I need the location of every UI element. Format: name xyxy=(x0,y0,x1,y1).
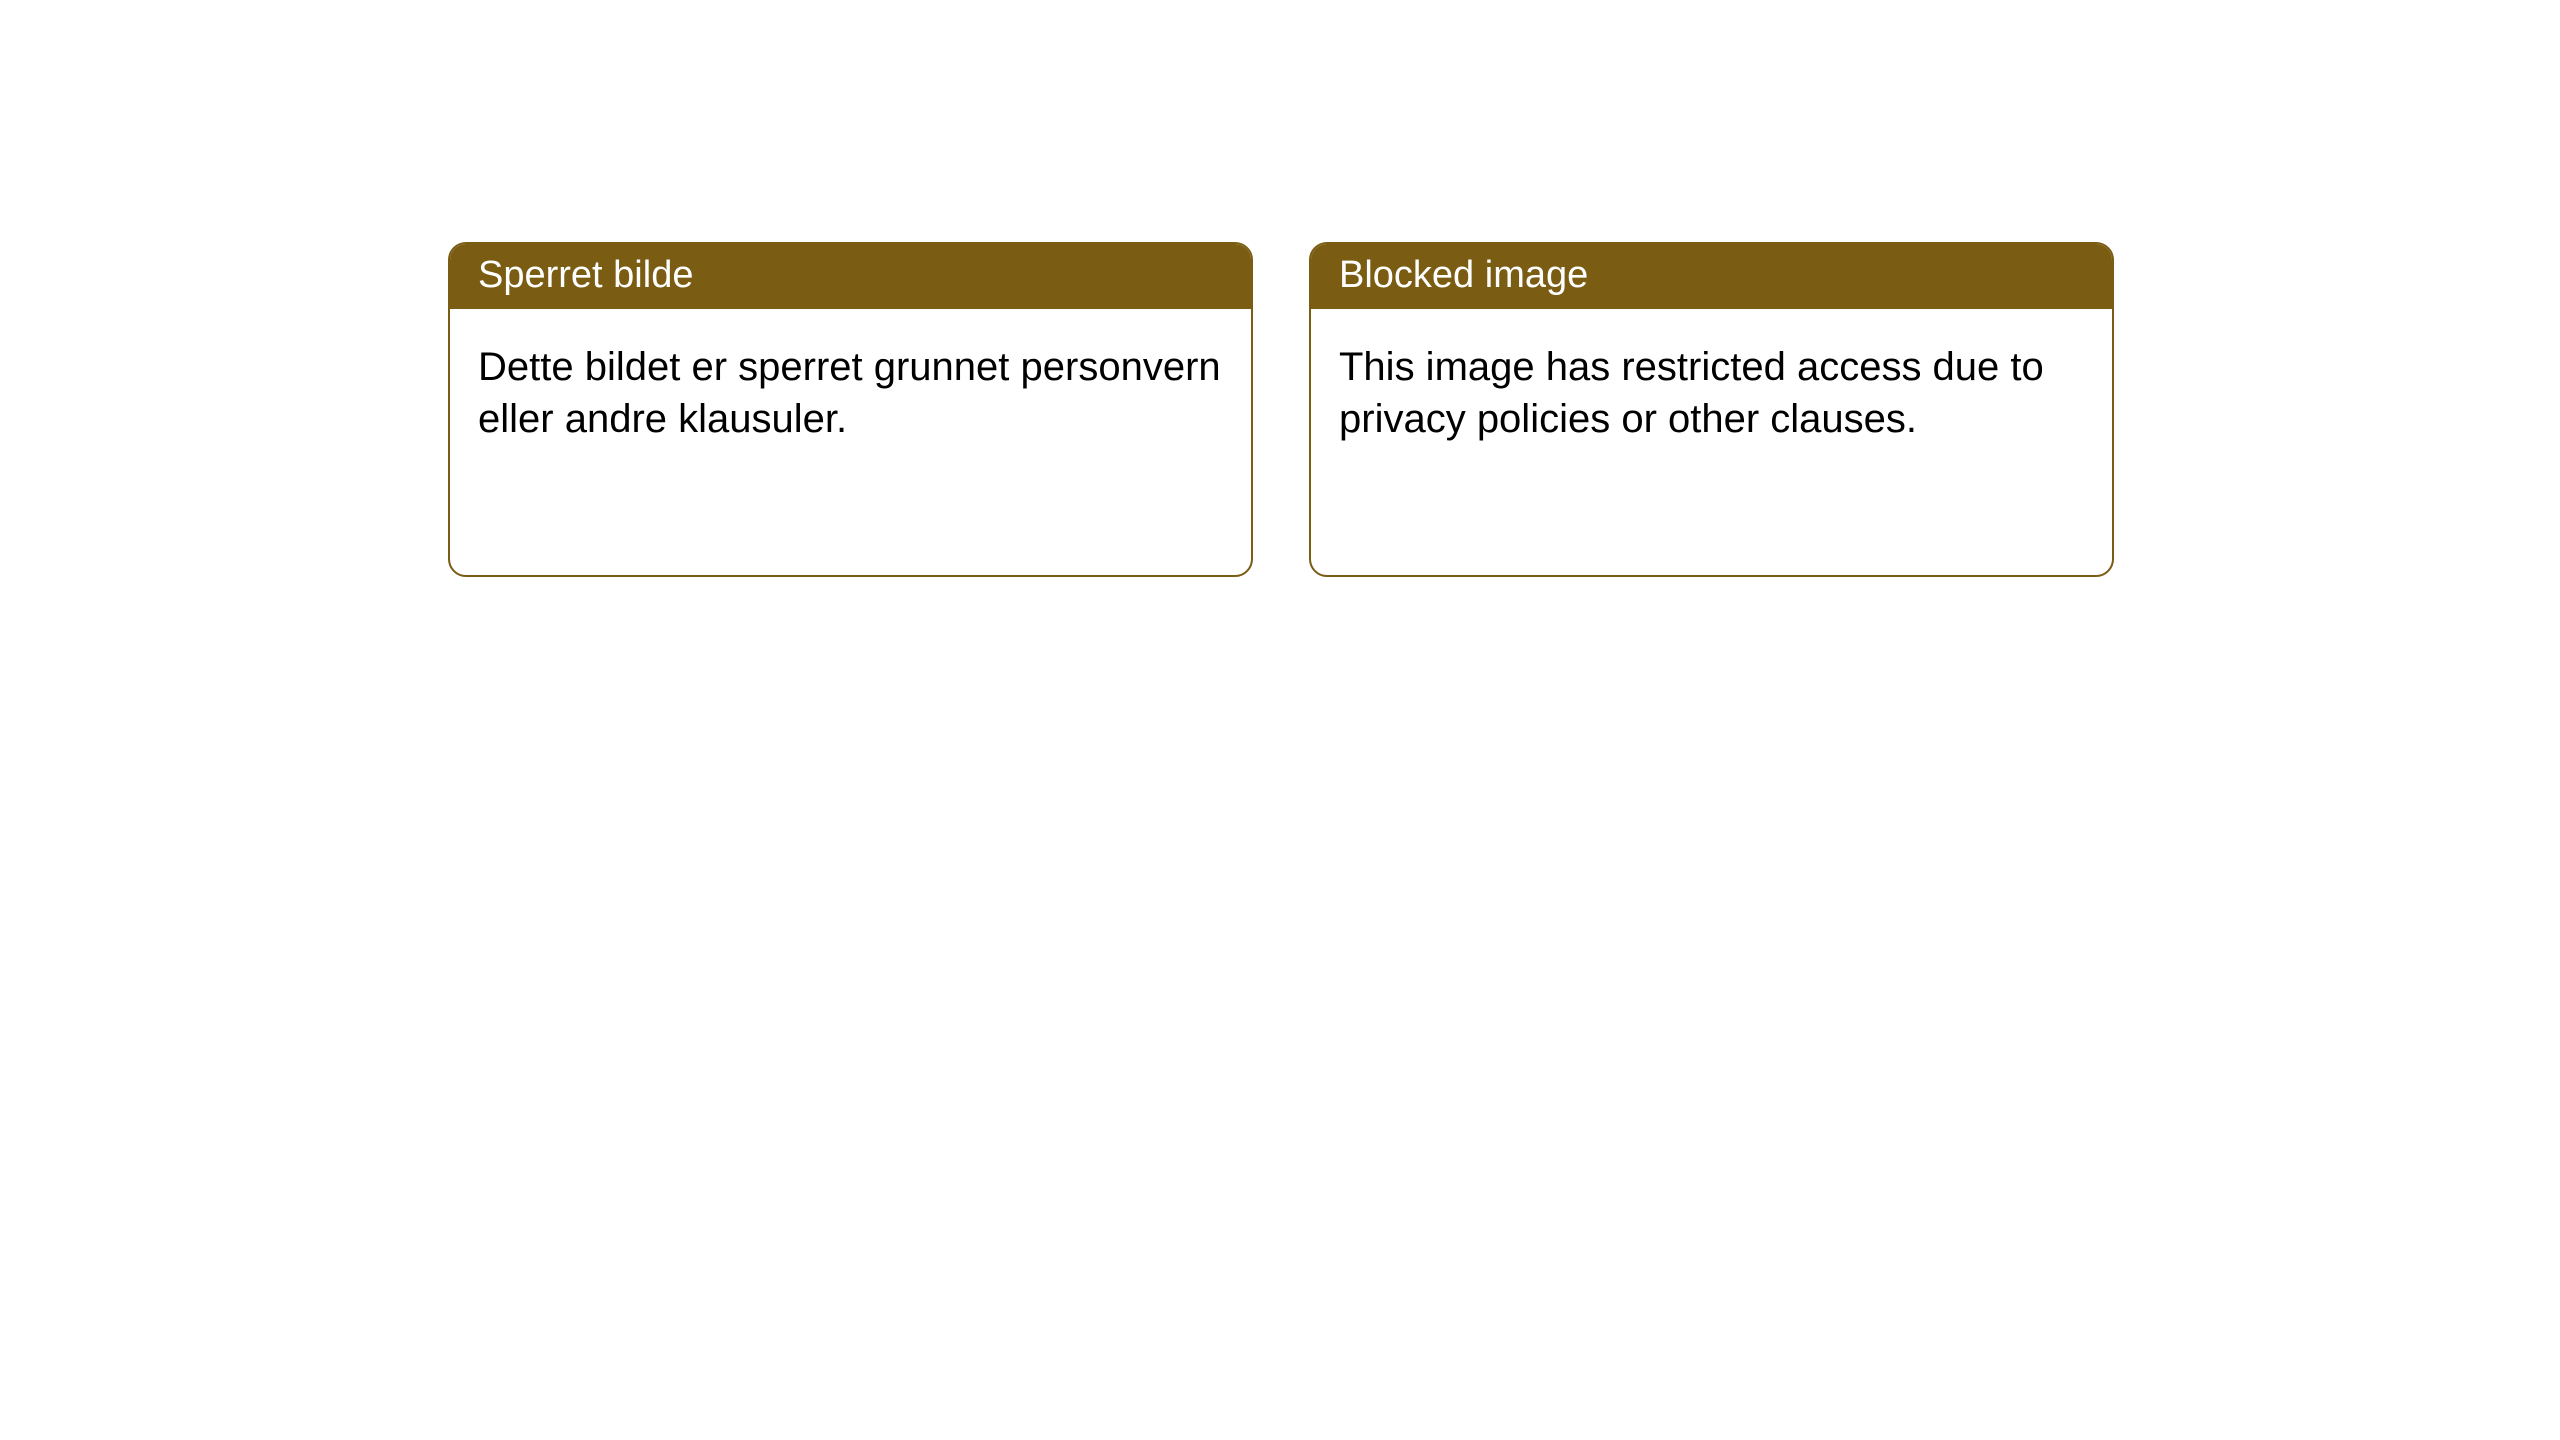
notices-container: Sperret bilde Dette bildet er sperret gr… xyxy=(0,0,2560,577)
notice-body: Dette bildet er sperret grunnet personve… xyxy=(450,309,1251,477)
notice-header: Blocked image xyxy=(1311,244,2112,309)
notice-body: This image has restricted access due to … xyxy=(1311,309,2112,477)
notice-box-norwegian: Sperret bilde Dette bildet er sperret gr… xyxy=(448,242,1253,577)
notice-header: Sperret bilde xyxy=(450,244,1251,309)
notice-box-english: Blocked image This image has restricted … xyxy=(1309,242,2114,577)
